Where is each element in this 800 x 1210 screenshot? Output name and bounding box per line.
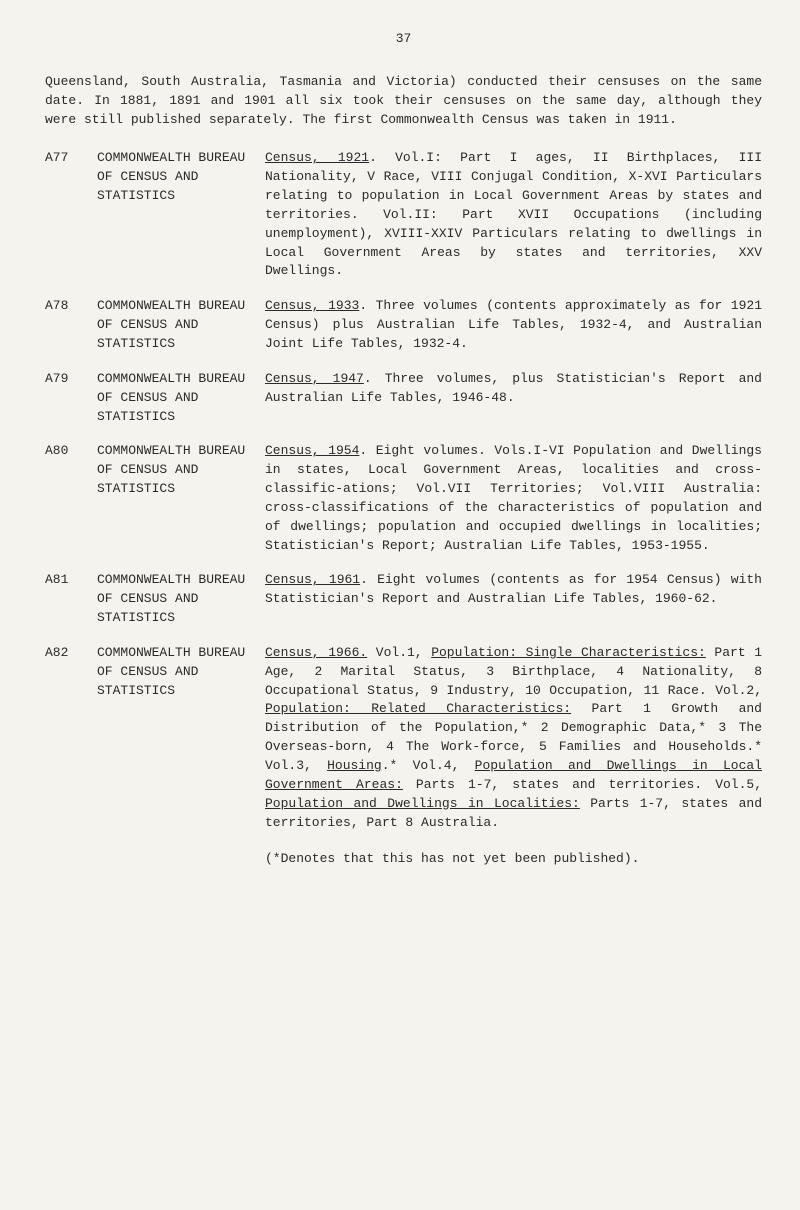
entry-description: Census, 1933. Three volumes (contents ap… (265, 297, 762, 354)
entry-description: Census, 1966. Vol.1, Population: Single … (265, 644, 762, 832)
entry-ref: A77 (45, 149, 97, 281)
bibliography-entry: A82COMMONWEALTH BUREAU OF CENSUS AND STA… (45, 644, 762, 832)
entry-description: Census, 1921. Vol.I: Part I ages, II Bir… (265, 149, 762, 281)
entries-list: A77COMMONWEALTH BUREAU OF CENSUS AND STA… (45, 149, 762, 832)
bibliography-entry: A78COMMONWEALTH BUREAU OF CENSUS AND STA… (45, 297, 762, 354)
entry-source: COMMONWEALTH BUREAU OF CENSUS AND STATIS… (97, 149, 265, 281)
footnote: (*Denotes that this has not yet been pub… (265, 850, 762, 869)
entry-ref: A79 (45, 370, 97, 427)
intro-paragraph: Queensland, South Australia, Tasmania an… (45, 73, 762, 130)
entry-ref: A80 (45, 442, 97, 555)
entry-description: Census, 1947. Three volumes, plus Statis… (265, 370, 762, 427)
bibliography-entry: A79COMMONWEALTH BUREAU OF CENSUS AND STA… (45, 370, 762, 427)
entry-source: COMMONWEALTH BUREAU OF CENSUS AND STATIS… (97, 297, 265, 354)
page-number: 37 (45, 30, 762, 49)
entry-description: Census, 1954. Eight volumes. Vols.I-VI P… (265, 442, 762, 555)
entry-source: COMMONWEALTH BUREAU OF CENSUS AND STATIS… (97, 644, 265, 832)
bibliography-entry: A81COMMONWEALTH BUREAU OF CENSUS AND STA… (45, 571, 762, 628)
entry-ref: A81 (45, 571, 97, 628)
bibliography-entry: A80COMMONWEALTH BUREAU OF CENSUS AND STA… (45, 442, 762, 555)
entry-ref: A78 (45, 297, 97, 354)
entry-source: COMMONWEALTH BUREAU OF CENSUS AND STATIS… (97, 571, 265, 628)
entry-source: COMMONWEALTH BUREAU OF CENSUS AND STATIS… (97, 442, 265, 555)
entry-description: Census, 1961. Eight volumes (contents as… (265, 571, 762, 628)
entry-source: COMMONWEALTH BUREAU OF CENSUS AND STATIS… (97, 370, 265, 427)
entry-ref: A82 (45, 644, 97, 832)
bibliography-entry: A77COMMONWEALTH BUREAU OF CENSUS AND STA… (45, 149, 762, 281)
